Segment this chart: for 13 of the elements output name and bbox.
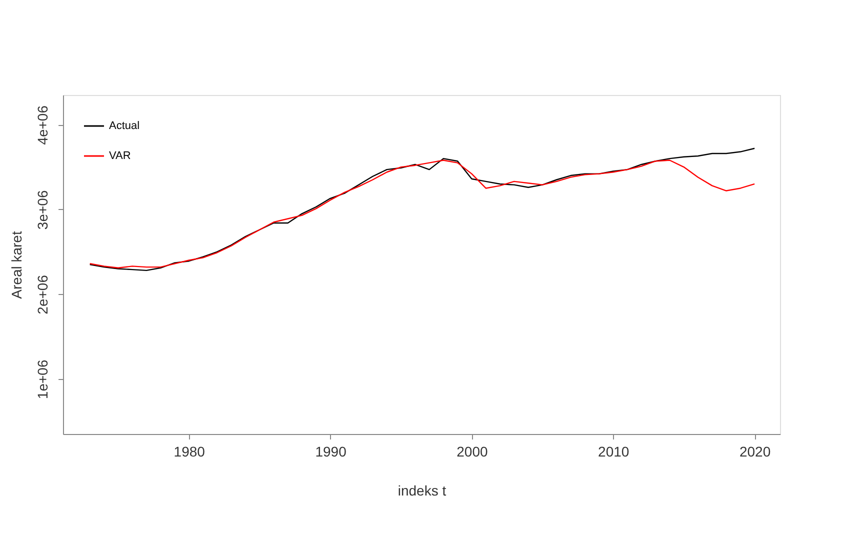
y-axis-title: Areal karet bbox=[8, 231, 24, 299]
legend-label: Actual bbox=[109, 120, 140, 132]
x-tick-label: 1980 bbox=[174, 444, 206, 460]
x-tick-label: 1990 bbox=[315, 444, 347, 460]
y-tick-label: 4e+06 bbox=[34, 105, 50, 145]
x-axis-title: indeks t bbox=[398, 482, 446, 498]
y-tick-label: 3e+06 bbox=[34, 190, 50, 230]
y-tick-label: 2e+06 bbox=[34, 274, 50, 314]
legend-label: VAR bbox=[109, 150, 131, 162]
x-tick-label: 2000 bbox=[456, 444, 488, 460]
x-tick-label: 2010 bbox=[598, 444, 630, 460]
y-tick-label: 1e+06 bbox=[34, 360, 50, 400]
x-tick-label: 2020 bbox=[739, 444, 771, 460]
